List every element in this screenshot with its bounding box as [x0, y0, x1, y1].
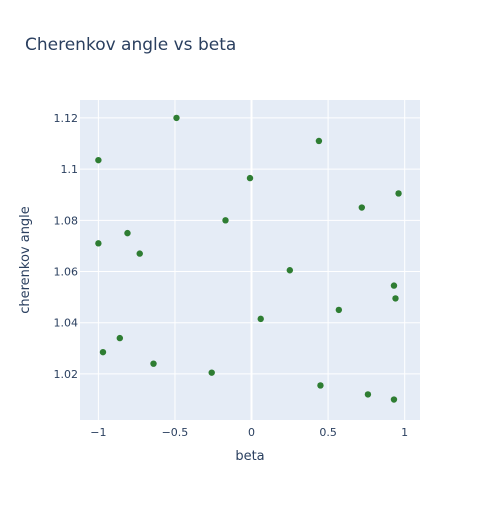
- scatter-point: [124, 229, 131, 237]
- x-tick-label: −0.5: [162, 426, 189, 439]
- y-tick-label: 1.12: [54, 112, 79, 125]
- scatter-point: [150, 360, 157, 367]
- y-tick-label: 1.08: [54, 214, 79, 227]
- scatter-point: [317, 382, 324, 389]
- scatter-point: [136, 250, 143, 257]
- scatter-point: [390, 396, 398, 403]
- y-tick-label: 1.04: [54, 317, 79, 330]
- y-tick-label: 1.06: [54, 266, 79, 279]
- x-tick-label: −1: [90, 426, 106, 439]
- y-tick-label: 1.1: [61, 163, 79, 176]
- scatter-point: [315, 137, 323, 145]
- scatter-point: [358, 204, 366, 211]
- scatter-point: [286, 267, 294, 274]
- data-points: [95, 114, 402, 403]
- scatter-point: [173, 114, 180, 122]
- x-tick-label: 0.5: [319, 426, 337, 439]
- scatter-point: [222, 217, 229, 224]
- y-axis-label: cherenkov angle: [18, 206, 33, 314]
- scatter-point: [95, 240, 102, 247]
- plot-area: [80, 100, 420, 420]
- scatter-point: [395, 190, 402, 197]
- scatter-point: [116, 334, 124, 342]
- x-axis-label: beta: [235, 449, 264, 464]
- y-tick-label: 1.02: [54, 368, 79, 381]
- scatter-point: [246, 174, 254, 182]
- scatter-point: [335, 306, 343, 314]
- scatter-point: [364, 391, 372, 398]
- tick-labels: −1 −0.5 0 0.5 1 1.02 1.04 1.06 1.08 1.1 1.12: [54, 112, 409, 439]
- scatter-point: [95, 156, 102, 164]
- scatter-point: [208, 369, 215, 376]
- scatter-point: [392, 295, 399, 302]
- x-tick-label: 1: [401, 426, 408, 439]
- grid-lines: [80, 100, 420, 420]
- scatter-point: [257, 315, 264, 323]
- chart-title: Cherenkov angle vs beta: [25, 35, 236, 55]
- scatter-point: [99, 348, 107, 356]
- x-tick-label: 0: [248, 426, 255, 439]
- scatter-point: [390, 282, 398, 289]
